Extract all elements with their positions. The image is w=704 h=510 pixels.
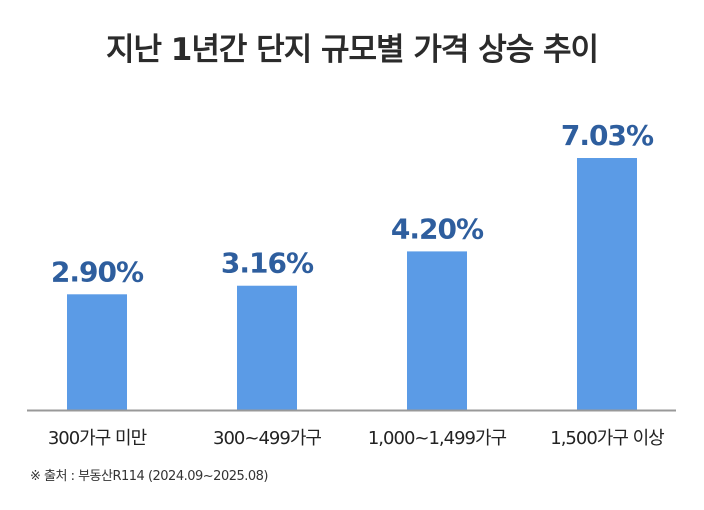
- data-label: 7.03%: [561, 119, 654, 152]
- bar: [237, 285, 297, 410]
- category-label: 300가구 미만: [48, 428, 147, 449]
- source-note: ※ 출처 : 부동산R114 (2024.09~2025.08): [30, 469, 269, 484]
- bar: [577, 158, 637, 410]
- category-label: 300~499가구: [213, 428, 321, 449]
- data-label: 3.16%: [221, 247, 314, 280]
- data-label: 2.90%: [51, 255, 144, 288]
- chart-title: 지난 1년간 단지 규모별 가격 상승 추이: [105, 32, 599, 68]
- bar: [407, 251, 467, 410]
- category-label: 1,500가구 이상: [550, 428, 664, 449]
- bar: [67, 294, 127, 410]
- category-label: 1,000~1,499가구: [368, 428, 507, 449]
- data-label: 4.20%: [391, 212, 484, 245]
